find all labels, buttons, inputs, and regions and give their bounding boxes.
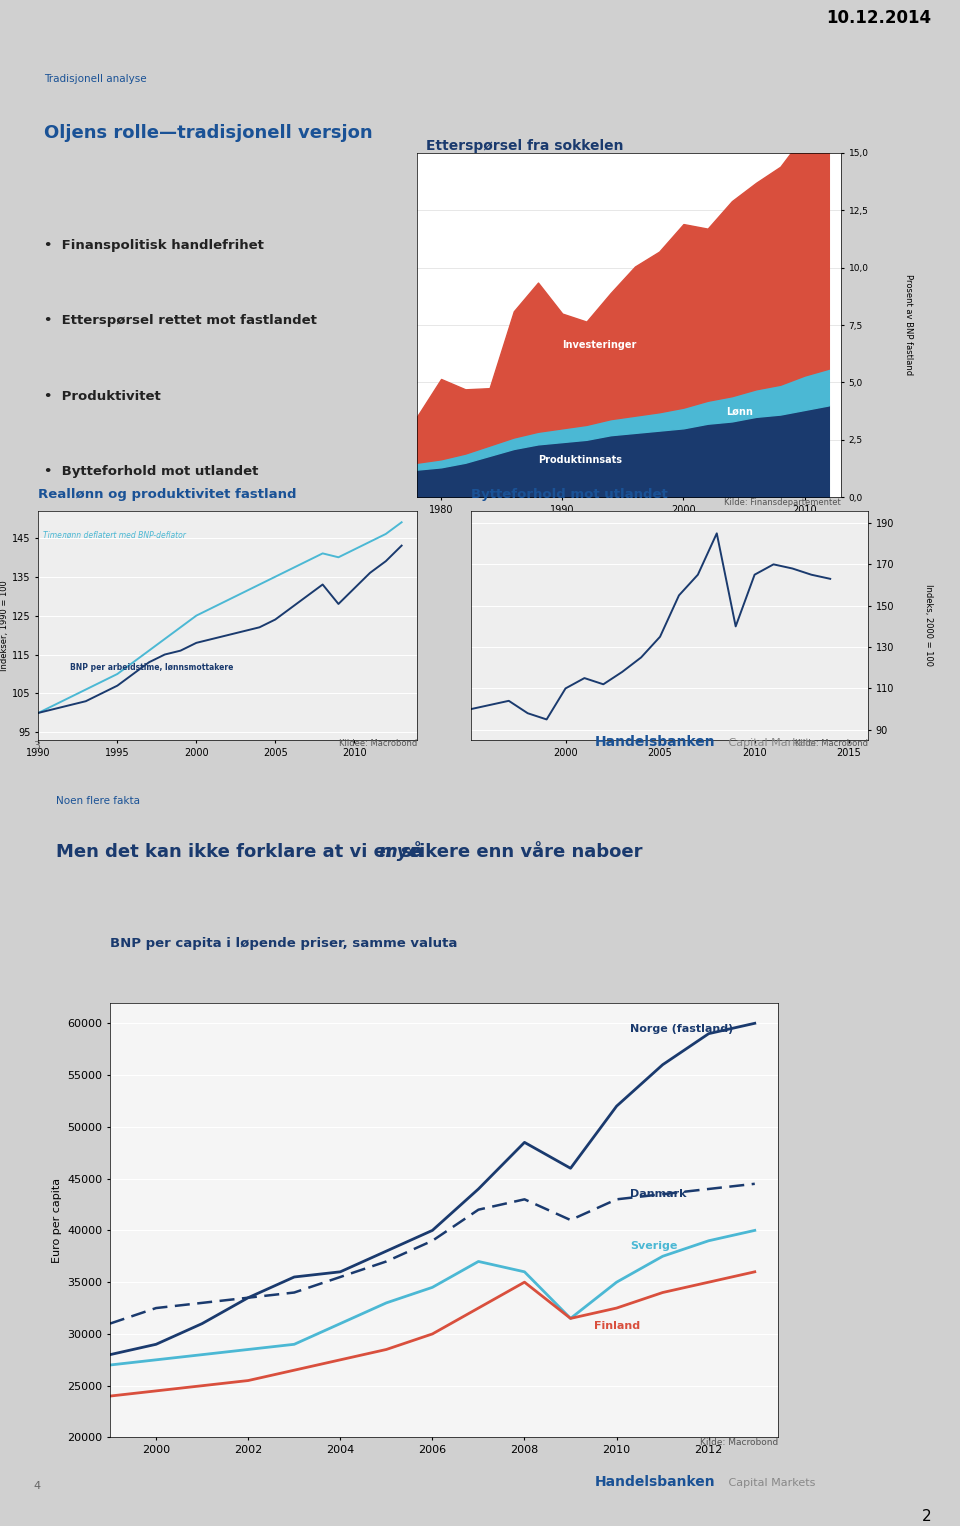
Text: 2: 2: [922, 1509, 931, 1524]
Text: Reallønn og produktivitet fastland: Reallønn og produktivitet fastland: [38, 488, 297, 501]
Text: Sverige: Sverige: [631, 1241, 678, 1251]
Text: •  Bytteforhold mot utlandet: • Bytteforhold mot utlandet: [44, 465, 258, 478]
Text: Kilde: Macrobond: Kilde: Macrobond: [795, 739, 868, 748]
Y-axis label: Indeks, 2000 = 100: Indeks, 2000 = 100: [924, 584, 933, 667]
Text: Tradisjonell analyse: Tradisjonell analyse: [44, 73, 147, 84]
Text: Kilde: Macrobond: Kilde: Macrobond: [700, 1437, 778, 1447]
Text: Men det kan ikke forklare at vi er så: Men det kan ikke forklare at vi er så: [56, 842, 430, 861]
Text: BNP per capita i løpende priser, samme valuta: BNP per capita i løpende priser, samme v…: [110, 937, 457, 951]
Text: •  Minimale overgangsproblemer: • Minimale overgangsproblemer: [44, 540, 291, 554]
Text: •  Finanspolitisk handlefrihet: • Finanspolitisk handlefrihet: [44, 240, 264, 252]
Text: Handelsbanken: Handelsbanken: [595, 1476, 716, 1489]
Text: Timелønn deflatert med BNP-deflator: Timелønn deflatert med BNP-deflator: [43, 531, 186, 540]
Text: •  Produktivitet: • Produktivitet: [44, 389, 160, 403]
Y-axis label: Euro per capita: Euro per capita: [52, 1178, 61, 1262]
Y-axis label: Indekser, 1990 = 100: Indekser, 1990 = 100: [0, 580, 10, 671]
Text: •  Etterspørsel rettet mot fastlandet: • Etterspørsel rettet mot fastlandet: [44, 314, 317, 327]
Text: 10.12.2014: 10.12.2014: [826, 9, 931, 27]
Text: Danmark: Danmark: [631, 1189, 687, 1199]
Text: Bytteforhold mot utlandet: Bytteforhold mot utlandet: [471, 488, 668, 501]
Text: Norge (fastland): Norge (fastland): [631, 1024, 733, 1033]
Text: Noen flere fakta: Noen flere fakta: [56, 797, 140, 806]
Text: Lønn: Lønn: [726, 406, 753, 417]
Text: Investeringer: Investeringer: [563, 340, 636, 349]
Text: Handelsbanken: Handelsbanken: [595, 736, 716, 749]
Text: rikere enn våre naboer: rikere enn våre naboer: [403, 842, 642, 861]
Text: 3: 3: [34, 742, 40, 751]
Y-axis label: Prosent av BNP fastland: Prosent av BNP fastland: [904, 275, 913, 375]
Text: Oljens rolle—tradisjonell versjon: Oljens rolle—tradisjonell versjon: [44, 124, 372, 142]
Text: mye: mye: [378, 842, 420, 861]
Text: BNP per arbeidstime, lønnsmottakere: BNP per arbeidstime, lønnsmottakere: [70, 664, 233, 671]
Text: Capital Markets: Capital Markets: [725, 739, 815, 748]
Text: Capital Markets: Capital Markets: [725, 1479, 815, 1488]
Text: Produktinnsats: Produktinnsats: [538, 455, 622, 465]
Text: Kildee: Macrobond: Kildee: Macrobond: [339, 739, 418, 748]
Text: Finland: Finland: [593, 1322, 639, 1331]
Text: 4: 4: [34, 1482, 40, 1491]
Text: Kilde: Finansdepartementet: Kilde: Finansdepartementet: [724, 497, 841, 507]
Text: Etterspørsel fra sokkelen: Etterspørsel fra sokkelen: [426, 139, 623, 153]
